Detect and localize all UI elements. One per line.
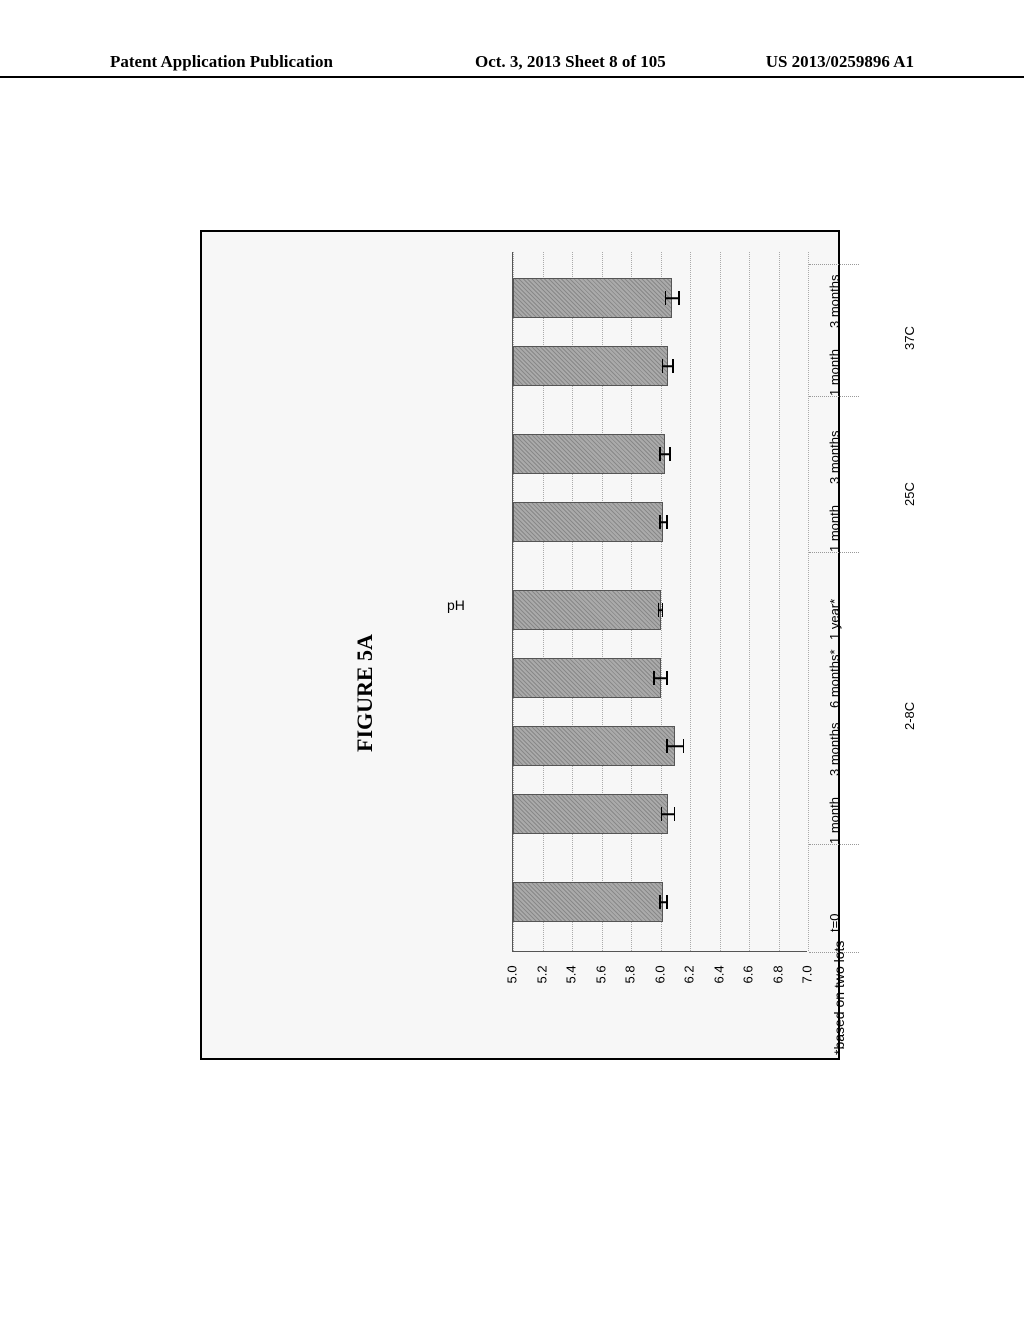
error-bar [653, 658, 668, 698]
value-axis-tick: 5.2 [534, 964, 549, 984]
group-divider [809, 552, 859, 553]
gridline [720, 252, 721, 951]
error-bar [659, 502, 668, 542]
category-label: 1 month [827, 505, 842, 552]
figure-title: FIGURE 5A [352, 634, 378, 752]
value-axis-tick: 6.4 [711, 964, 726, 984]
group-label: 25C [902, 482, 917, 506]
data-bar [513, 434, 665, 474]
category-label: 6 months* [827, 649, 842, 708]
gridline [779, 252, 780, 951]
header-left: Patent Application Publication [110, 52, 333, 72]
group-divider [809, 264, 859, 265]
header-right: US 2013/0259896 A1 [766, 52, 914, 72]
y-axis-label: pH [447, 597, 465, 613]
data-bar [513, 882, 663, 922]
data-bar [513, 590, 661, 630]
value-axis-tick: 5.6 [593, 964, 608, 984]
value-axis-tick: 5.0 [505, 964, 520, 984]
value-axis-tick: 6.2 [682, 964, 697, 984]
data-bar [513, 278, 672, 318]
data-bar [513, 726, 675, 766]
group-divider [809, 396, 859, 397]
gridline [749, 252, 750, 951]
error-bar [661, 794, 676, 834]
patent-header: Patent Application Publication Oct. 3, 2… [0, 48, 1024, 78]
error-bar [659, 434, 671, 474]
value-axis-tick: 7.0 [800, 964, 815, 984]
group-label: 2-8C [902, 702, 917, 730]
value-axis-tick: 5.8 [623, 964, 638, 984]
figure-panel: FIGURE 5A 5.05.25.45.65.86.06.26.46.66.8… [200, 230, 840, 1060]
chart-area: 5.05.25.45.65.86.06.26.46.66.87.0 t=01 m… [467, 252, 807, 952]
error-bar [665, 278, 680, 318]
category-label: 3 months [827, 723, 842, 776]
gridline [808, 252, 809, 951]
value-axis-tick: 6.0 [652, 964, 667, 984]
category-label: t=0 [827, 914, 842, 932]
value-axis-tick: 6.8 [770, 964, 785, 984]
category-label: 3 months [827, 275, 842, 328]
data-bar [513, 794, 668, 834]
error-bar [662, 346, 674, 386]
data-bar [513, 658, 661, 698]
data-bar [513, 502, 663, 542]
gridline [690, 252, 691, 951]
error-bar [658, 590, 664, 630]
group-divider [809, 844, 859, 845]
plot-region [512, 252, 807, 952]
data-bar [513, 346, 668, 386]
value-axis-tick: 5.4 [564, 964, 579, 984]
header-center: Oct. 3, 2013 Sheet 8 of 105 [475, 52, 666, 72]
category-label: 1 month [827, 349, 842, 396]
category-label: 1 month [827, 797, 842, 844]
value-axis-tick: 6.6 [741, 964, 756, 984]
category-label: 1 year* [827, 599, 842, 640]
category-label: 3 months [827, 431, 842, 484]
group-label: 37C [902, 326, 917, 350]
error-bar [659, 882, 668, 922]
figure-footnote: *based on two lots [831, 941, 847, 1055]
error-bar [666, 726, 684, 766]
